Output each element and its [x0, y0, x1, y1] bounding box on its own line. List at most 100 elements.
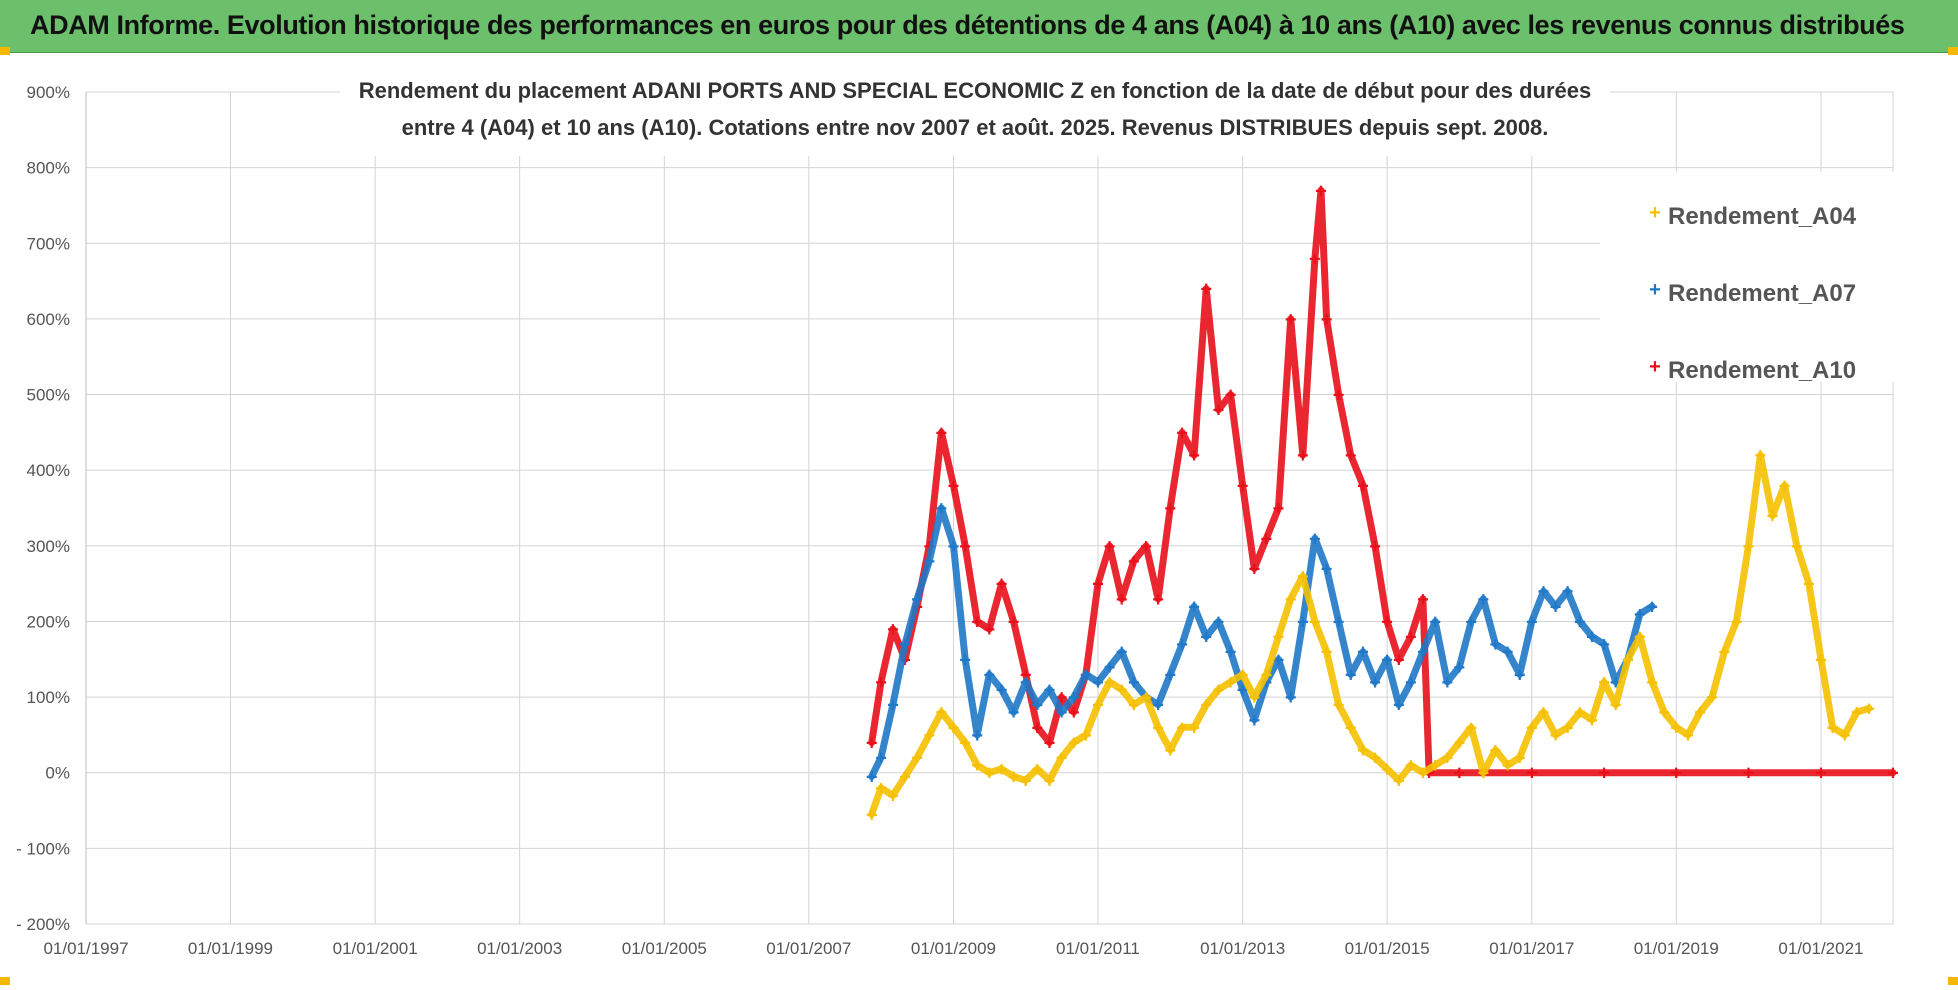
data-point: +: [1164, 498, 1176, 520]
data-point: +: [1140, 687, 1152, 709]
data-point: +: [1477, 763, 1489, 785]
data-point: +: [1381, 759, 1393, 781]
data-point: +: [1020, 664, 1032, 686]
data-point: +: [1321, 309, 1333, 331]
data-point: +: [1839, 725, 1851, 747]
data-point: +: [1405, 627, 1417, 649]
data-point: +: [911, 589, 923, 611]
data-point: +: [1297, 445, 1309, 467]
data-point: +: [1176, 717, 1188, 739]
data-point: +: [983, 619, 995, 641]
corner-mark-top-left: [0, 47, 10, 55]
series-rendement-a04: + + + + + + + + + + + + + + + + + + + + + + + + + + + + + + + + + + + + + + + +…: [866, 445, 1875, 826]
data-point: +: [1598, 672, 1610, 694]
data-point: +: [1237, 664, 1249, 686]
data-point: +: [1333, 611, 1345, 633]
data-point: +: [1285, 687, 1297, 709]
data-point: +: [971, 755, 983, 777]
title-backdrop: [340, 64, 1610, 156]
data-point: +: [1574, 702, 1586, 724]
data-point: +: [887, 619, 899, 641]
data-point: +: [866, 767, 878, 789]
data-point: +: [1068, 687, 1080, 709]
data-point: +: [1056, 748, 1068, 770]
chart-title-line-1: Rendement du placement ADANI PORTS AND S…: [359, 78, 1592, 103]
data-point: +: [1357, 740, 1369, 762]
data-point: +: [1321, 642, 1333, 664]
data-point: +: [1056, 702, 1068, 724]
data-point: +: [1008, 702, 1020, 724]
data-point: +: [1176, 422, 1188, 444]
data-point: +: [1056, 687, 1068, 709]
data-point: +: [1429, 755, 1441, 777]
data-point: +: [1152, 695, 1164, 717]
data-point: +: [1164, 664, 1176, 686]
data-point: +: [1417, 589, 1429, 611]
data-point: +: [959, 732, 971, 754]
data-point: +: [875, 778, 887, 800]
data-point: +: [1044, 770, 1056, 792]
data-point: +: [948, 475, 960, 497]
data-point: +: [1598, 763, 1610, 785]
data-point: +: [1538, 702, 1550, 724]
data-point: +: [1441, 748, 1453, 770]
data-point: +: [1465, 611, 1477, 633]
data-point: +: [1670, 763, 1682, 785]
data-point: +: [1068, 732, 1080, 754]
data-point: +: [1176, 634, 1188, 656]
data-point: +: [1369, 536, 1381, 558]
data-point: +: [1887, 763, 1899, 785]
data-point: +: [1634, 604, 1646, 626]
data-point: +: [1502, 642, 1514, 664]
data-point: +: [1441, 672, 1453, 694]
header-banner: ADAM Informe. Evolution historique des p…: [0, 0, 1958, 53]
scatter-chart: - 200% - 100% 0% 100% 200% 300% 400% 500% 600% 70…: [16, 64, 1900, 958]
legend-marker: +: [1649, 356, 1661, 378]
data-point: +: [1694, 702, 1706, 724]
chart-title-line-2: entre 4 (A04) et 10 ans (A10). Cotations…: [402, 115, 1549, 140]
series-line: [868, 186, 1897, 777]
data-point: +: [1092, 672, 1104, 694]
legend-marker: +: [1649, 279, 1661, 301]
data-point: +: [1200, 695, 1212, 717]
data-point: +: [1116, 642, 1128, 664]
data-point: +: [959, 536, 971, 558]
data-point: +: [866, 732, 878, 754]
data-point: +: [1345, 664, 1357, 686]
data-point: +: [1682, 725, 1694, 747]
data-point: +: [1140, 536, 1152, 558]
data-point: +: [1213, 611, 1225, 633]
data-point: +: [1225, 672, 1237, 694]
data-point: +: [1755, 445, 1767, 467]
data-point: +: [1610, 695, 1622, 717]
data-point: +: [1152, 589, 1164, 611]
data-point: +: [899, 634, 911, 656]
data-point: +: [1032, 717, 1044, 739]
data-point: +: [1297, 566, 1309, 588]
data-point: +: [1357, 642, 1369, 664]
data-point: +: [1490, 634, 1502, 656]
data-point: +: [1152, 717, 1164, 739]
data-point: +: [1827, 717, 1839, 739]
data-point: +: [959, 649, 971, 671]
x-tick-label: 01/01/2001: [333, 939, 418, 958]
y-tick-label: - 200%: [16, 915, 70, 934]
data-point: +: [923, 725, 935, 747]
data-point: +: [1357, 475, 1369, 497]
data-point: +: [1586, 627, 1598, 649]
data-point: +: [1803, 574, 1815, 596]
x-tick-label: 01/01/2021: [1778, 939, 1863, 958]
data-point: +: [1454, 732, 1466, 754]
data-point: +: [1333, 385, 1345, 407]
legend: + Rendement_A04 + Rendement_A07 + Rendement_A…: [1600, 172, 1900, 384]
data-point: +: [875, 672, 887, 694]
data-point: +: [1104, 672, 1116, 694]
y-tick-label: 400%: [27, 461, 70, 480]
data-point: +: [1731, 611, 1743, 633]
data-point: +: [971, 611, 983, 633]
data-point: +: [1405, 672, 1417, 694]
data-point: +: [1261, 664, 1273, 686]
data-point: +: [936, 498, 948, 520]
data-point: +: [1315, 180, 1327, 202]
data-point: +: [1032, 695, 1044, 717]
